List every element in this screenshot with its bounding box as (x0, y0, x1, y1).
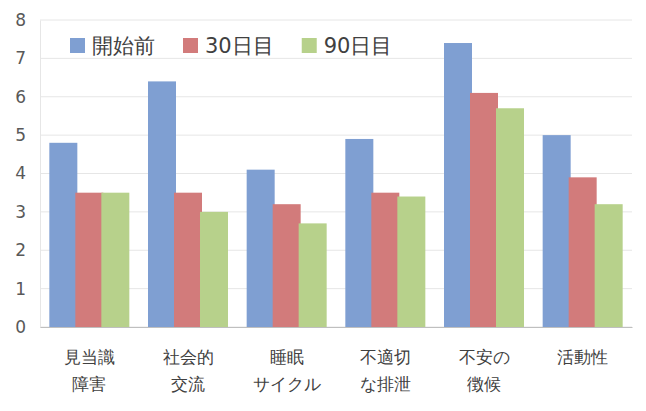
bar (273, 204, 301, 327)
bar (569, 177, 597, 327)
bar (299, 223, 327, 327)
grid (40, 20, 632, 327)
legend-swatch (302, 38, 317, 53)
y-tick: 8 (15, 10, 40, 30)
x-tick-label: 社会的交流 (163, 347, 214, 394)
bar (444, 43, 472, 327)
x-tick: 活動性 (557, 327, 608, 367)
x-tick: 社会的交流 (163, 327, 214, 394)
y-tick-label: 8 (15, 10, 26, 30)
grid-line (40, 96, 632, 97)
y-tick: 6 (15, 87, 40, 107)
x-tick-label: 不安の徴候 (459, 347, 510, 394)
y-tick: 5 (15, 125, 40, 145)
legend-swatch (183, 38, 198, 53)
bar (49, 143, 77, 327)
x-tick: 見当識障害 (64, 327, 115, 394)
legend-swatch (70, 38, 85, 53)
bar (247, 170, 275, 327)
y-tick-label: 2 (15, 240, 26, 260)
grid-line (40, 20, 632, 21)
legend-item: 開始前 (70, 34, 155, 58)
bar (174, 193, 202, 327)
bar (371, 193, 399, 327)
x-axis-line (41, 327, 633, 328)
y-tick: 3 (15, 202, 40, 222)
y-tick: 0 (15, 317, 40, 337)
y-tick-label: 6 (15, 87, 26, 107)
chart: 0 1 2 3 4 5 6 7 8 見当識障害 社会的交流睡眠サイクル不適切な排泄 不安の徴候 活動性 開… (0, 0, 646, 411)
x-tick: 不適切な排泄 (360, 327, 411, 394)
bar (397, 197, 425, 327)
legend-item: 30日目 (183, 34, 274, 58)
x-tick-label: 不適切な排泄 (360, 347, 411, 394)
bar (75, 193, 103, 327)
x-tick: 不安の徴候 (459, 327, 510, 394)
y-tick-label: 0 (15, 317, 26, 337)
y-tick: 1 (15, 279, 40, 299)
y-tick-label: 7 (15, 48, 26, 68)
bar (543, 135, 571, 327)
legend: 開始前 30日目 90日目 (70, 34, 392, 58)
legend-label: 30日目 (205, 34, 274, 58)
bar (470, 93, 498, 327)
bar (200, 212, 228, 327)
x-tick-label: 見当識障害 (64, 347, 115, 394)
bar (496, 108, 524, 327)
x-axis: 見当識障害 社会的交流睡眠サイクル不適切な排泄 不安の徴候 活動性 (41, 327, 633, 394)
y-tick: 2 (15, 240, 40, 260)
bar (101, 193, 129, 327)
y-tick: 4 (15, 163, 40, 183)
y-axis-line (40, 21, 41, 328)
y-tick: 7 (15, 48, 40, 68)
y-tick-label: 1 (15, 279, 26, 299)
bar (148, 81, 176, 327)
y-tick-label: 4 (15, 163, 26, 183)
legend-label: 90日目 (324, 34, 393, 58)
bar (595, 204, 623, 327)
x-tick-label: 睡眠サイクル (253, 347, 321, 394)
bar (345, 139, 373, 327)
legend-item: 90日目 (302, 34, 393, 58)
y-axis: 0 1 2 3 4 5 6 7 8 (15, 10, 40, 337)
bars (49, 43, 622, 327)
legend-label: 開始前 (92, 34, 155, 58)
y-tick-label: 3 (15, 202, 26, 222)
y-tick-label: 5 (15, 125, 26, 145)
x-tick: 睡眠サイクル (253, 327, 321, 394)
x-tick-label: 活動性 (557, 347, 608, 367)
